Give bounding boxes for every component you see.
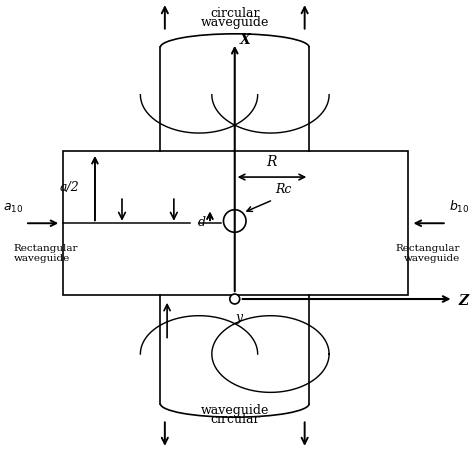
Text: waveguide: waveguide xyxy=(201,404,269,417)
Text: waveguide: waveguide xyxy=(201,16,269,29)
Text: $b_{11}^y$: $b_{11}^y$ xyxy=(311,0,332,1)
Text: a/2: a/2 xyxy=(59,181,79,193)
Text: $b_{11}^x$: $b_{11}^x$ xyxy=(138,0,158,1)
Text: $a_{11}^x$: $a_{11}^x$ xyxy=(138,450,158,451)
Text: $b_{10}$: $b_{10}$ xyxy=(449,199,469,215)
Text: $a_{10}$: $a_{10}$ xyxy=(2,202,23,215)
Text: X: X xyxy=(240,33,251,47)
Text: Rc: Rc xyxy=(275,183,292,196)
Text: R: R xyxy=(267,155,277,169)
Text: circular: circular xyxy=(210,413,259,426)
Text: Rectangular
waveguide: Rectangular waveguide xyxy=(396,244,460,263)
Text: d: d xyxy=(198,216,205,229)
Bar xyxy=(64,151,409,295)
Text: Z: Z xyxy=(458,294,468,308)
Text: $a_{11}^y$: $a_{11}^y$ xyxy=(311,450,331,451)
Text: Rectangular
waveguide: Rectangular waveguide xyxy=(14,244,78,263)
Text: y: y xyxy=(236,311,243,324)
Circle shape xyxy=(230,294,240,304)
Text: circular: circular xyxy=(210,7,259,20)
